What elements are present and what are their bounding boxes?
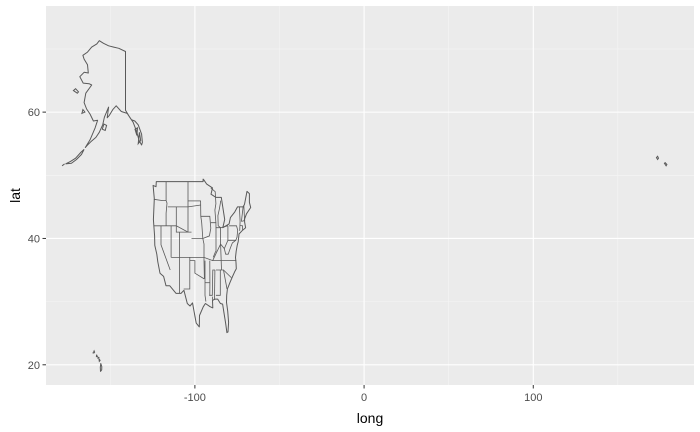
y-axis-title: lat xyxy=(7,188,23,203)
major-gridlines xyxy=(46,6,694,385)
state-boundary xyxy=(210,222,222,271)
state-boundary xyxy=(175,206,192,233)
hawaii-island xyxy=(97,356,100,359)
hawaii-island xyxy=(93,349,96,354)
state-boundary xyxy=(165,181,168,226)
state-boundary xyxy=(223,269,232,278)
alaska-island xyxy=(663,162,668,167)
axis-ticks xyxy=(42,111,534,389)
state-boundary xyxy=(189,260,205,280)
state-boundary xyxy=(240,225,243,231)
alaska-island xyxy=(81,108,86,115)
y-tick-label: 40 xyxy=(28,233,40,245)
state-boundary xyxy=(210,187,217,223)
state-boundary xyxy=(204,260,207,302)
tick-labels: -100 0 100 20 40 60 xyxy=(28,107,543,404)
x-tick-label: 100 xyxy=(524,392,542,404)
alaska-island xyxy=(101,123,108,132)
alaska-island xyxy=(72,88,80,94)
state-boundary xyxy=(212,227,217,258)
minor-gridlines xyxy=(46,6,694,385)
state-boundary xyxy=(227,225,239,241)
panel-background xyxy=(46,6,694,385)
alaska-outline xyxy=(79,40,143,148)
map-polygons xyxy=(61,40,668,372)
x-tick-label: -100 xyxy=(184,392,206,404)
state-boundary xyxy=(209,269,215,296)
state-boundary xyxy=(223,239,237,255)
contiguous-us-outline xyxy=(152,178,252,334)
hawaii-outline xyxy=(99,363,103,372)
state-boundary xyxy=(153,198,167,201)
state-boundary xyxy=(217,200,221,229)
hawaii-island xyxy=(98,358,101,363)
hawaii-island xyxy=(95,354,99,358)
alaska-island xyxy=(137,132,142,146)
state-boundary xyxy=(200,200,205,279)
x-tick-label: 0 xyxy=(361,392,367,404)
state-boundary xyxy=(241,206,244,222)
state-boundary xyxy=(191,215,212,239)
alaska-island xyxy=(655,155,660,161)
state-boundary xyxy=(183,257,191,290)
alaska-island xyxy=(134,127,139,136)
x-axis-title: long xyxy=(357,410,383,426)
state-boundary xyxy=(212,225,229,261)
y-tick-label: 60 xyxy=(28,107,40,119)
state-boundary xyxy=(241,204,245,222)
state-boundary xyxy=(215,269,221,296)
alaska-island xyxy=(61,163,65,167)
alaska-island xyxy=(65,149,85,165)
state-boundary xyxy=(160,225,171,271)
state-boundary xyxy=(220,225,229,229)
state-boundary xyxy=(239,206,241,231)
y-tick-label: 20 xyxy=(28,360,40,372)
